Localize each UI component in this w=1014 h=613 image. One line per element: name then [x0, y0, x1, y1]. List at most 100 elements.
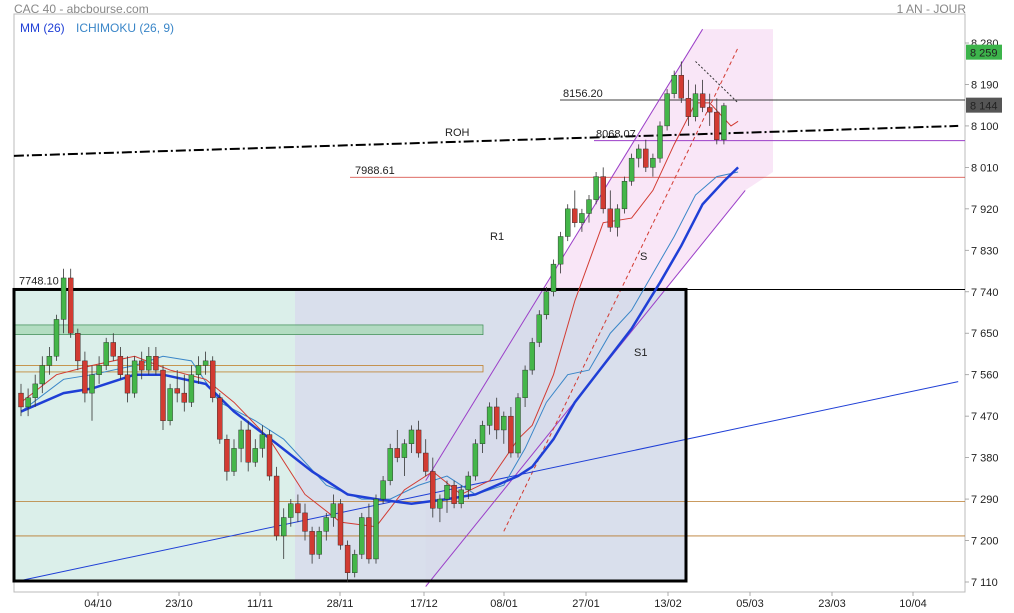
candle-body — [614, 208, 621, 228]
last-price-tag — [966, 97, 1002, 113]
candle-body — [522, 369, 528, 398]
candle-body — [75, 333, 81, 362]
candle-body — [444, 485, 450, 500]
candle-body — [344, 544, 351, 573]
candle-body — [89, 374, 95, 394]
candle-body — [501, 415, 507, 431]
y-tick-label: 7 920 — [971, 204, 999, 216]
candle-body — [721, 105, 727, 140]
candle-body — [288, 503, 294, 518]
candle-body — [238, 429, 244, 449]
candle-body — [465, 475, 471, 491]
legend-ichimoku[interactable]: ICHIMOKU (26, 9) — [76, 21, 175, 35]
x-tick-label: 11/11 — [247, 598, 273, 610]
level-label-8156: 8156.20 — [563, 88, 603, 100]
candle-body — [636, 148, 642, 159]
candle-body — [550, 263, 557, 292]
candle-body — [366, 517, 372, 560]
candle-body — [316, 531, 322, 555]
support-zone-border — [12, 287, 688, 583]
candle-body — [692, 93, 699, 117]
candle-body — [607, 208, 613, 228]
candle-body — [437, 498, 443, 509]
y-tick-label: 7 110 — [971, 577, 998, 589]
candle-body — [472, 443, 479, 477]
candle-body — [181, 392, 188, 403]
candle-body — [330, 503, 337, 518]
candle-body — [167, 388, 173, 421]
candle-body — [245, 429, 251, 463]
candle-body — [110, 342, 117, 357]
candle-body — [664, 93, 670, 127]
y-tick-label: 7 560 — [971, 370, 999, 382]
x-tick-label: 17/12 — [410, 598, 438, 610]
candle-body — [259, 434, 266, 449]
legend-mm[interactable]: MM (26) — [20, 21, 65, 35]
candle-body — [209, 360, 216, 398]
candle-body — [46, 356, 53, 366]
candle-body — [458, 489, 464, 504]
candle-body — [273, 475, 280, 537]
dashed-resistance — [695, 61, 739, 104]
annotation-r1: R1 — [490, 231, 504, 243]
level-label-7748: 7748.10 — [19, 275, 59, 287]
candle-body — [586, 199, 592, 214]
candle-body — [352, 554, 358, 573]
candle-body — [195, 365, 202, 375]
candle-body — [494, 406, 500, 431]
candle-body — [217, 397, 223, 440]
candle-body — [401, 443, 408, 458]
candle-body — [699, 93, 706, 108]
candle-body — [543, 291, 550, 316]
candle-body — [423, 452, 429, 472]
candle-body — [153, 356, 159, 371]
candle-body — [678, 75, 684, 99]
candle-body — [202, 360, 209, 366]
x-tick-label: 04/10 — [84, 598, 112, 610]
candle-body — [685, 98, 692, 117]
candle-body — [579, 213, 585, 223]
x-tick-label: 13/02 — [654, 598, 682, 610]
candle-body — [650, 157, 656, 168]
x-tick-label: 23/03 — [818, 598, 846, 610]
x-tick-label: 05/03 — [736, 598, 764, 610]
x-tick-label: 23/10 — [165, 598, 193, 610]
candle-body — [337, 503, 344, 546]
candle-body — [415, 429, 422, 454]
high-price-tag — [966, 44, 1002, 60]
candle-body — [96, 365, 102, 375]
candle-body — [394, 448, 400, 458]
candle-body — [295, 503, 301, 514]
candle-body — [188, 374, 195, 403]
candle-body — [32, 383, 38, 398]
candle-body — [39, 365, 45, 385]
level-label-7988: 7988.61 — [355, 165, 395, 177]
candle-body — [323, 517, 329, 532]
candle-body — [231, 448, 237, 472]
candle-body — [25, 397, 31, 408]
candle-body — [479, 425, 486, 444]
annotation-roh: ROH — [445, 127, 470, 139]
candle-body — [714, 111, 720, 140]
candle-body — [593, 176, 599, 200]
candle-body — [266, 434, 273, 477]
candle-body — [430, 471, 436, 509]
candle-body — [380, 480, 386, 500]
candle-body — [53, 319, 60, 357]
chart-title: CAC 40 - abcbourse.com — [14, 2, 149, 16]
x-tick-label: 27/01 — [572, 598, 600, 610]
y-tick-label: 8 190 — [971, 79, 999, 91]
candle-body — [515, 397, 521, 454]
candle-body — [387, 448, 393, 481]
y-tick-label: 8 010 — [971, 162, 999, 174]
y-tick-label: 7 470 — [971, 411, 999, 423]
candle-body — [252, 448, 259, 463]
candle-body — [373, 498, 379, 560]
candle-body — [82, 360, 88, 394]
candle-body — [309, 531, 315, 555]
candle-body — [621, 181, 628, 210]
candle-body — [281, 517, 287, 537]
candle-body — [536, 314, 542, 343]
candle-body — [131, 360, 138, 394]
